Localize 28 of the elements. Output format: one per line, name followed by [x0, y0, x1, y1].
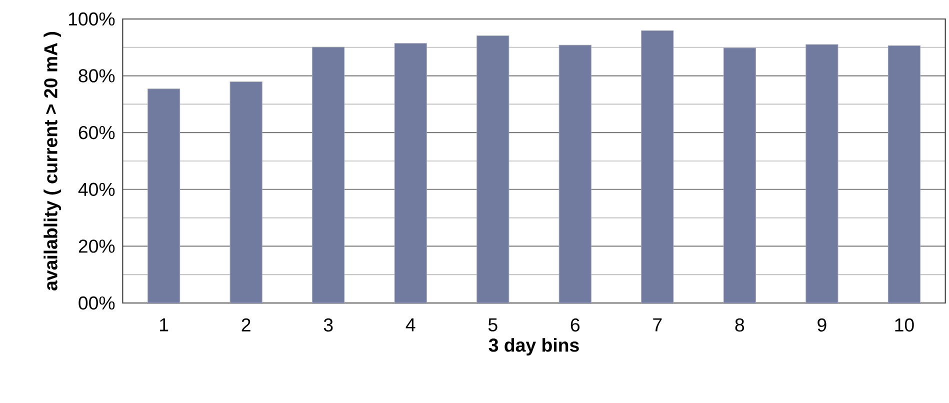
bar: [394, 43, 427, 303]
x-tick-label: 5: [488, 318, 498, 332]
x-tick-label: 2: [242, 318, 250, 332]
x-tick-label: 6: [570, 318, 580, 332]
y-tick-label: 00%: [78, 296, 115, 310]
bar: [888, 45, 920, 303]
x-tick-label: 7: [653, 318, 662, 332]
bar: [723, 48, 756, 303]
y-tick-label: 80%: [78, 69, 115, 82]
y-tick-label: 60%: [78, 126, 115, 140]
y-tick-label: 20%: [78, 240, 115, 253]
x-tick-label: 9: [818, 318, 826, 332]
bar: [476, 35, 510, 303]
x-axis-title: 3 day bins: [488, 338, 579, 356]
bar: [230, 81, 262, 303]
y-axis-title: availablity ( current > 20 mA ): [44, 32, 62, 290]
bar: [558, 44, 592, 303]
y-tick-label: 40%: [78, 182, 115, 196]
bar: [641, 30, 674, 303]
x-tick-label: 10: [895, 318, 914, 332]
x-tick-label: 4: [406, 318, 416, 332]
bar: [148, 88, 180, 303]
y-tick-label: 100%: [68, 12, 115, 26]
x-tick-label: 3: [324, 318, 333, 332]
bar: [806, 44, 838, 303]
x-tick-label: 1: [160, 318, 168, 332]
bar: [312, 46, 345, 303]
x-tick-label: 8: [735, 318, 744, 332]
